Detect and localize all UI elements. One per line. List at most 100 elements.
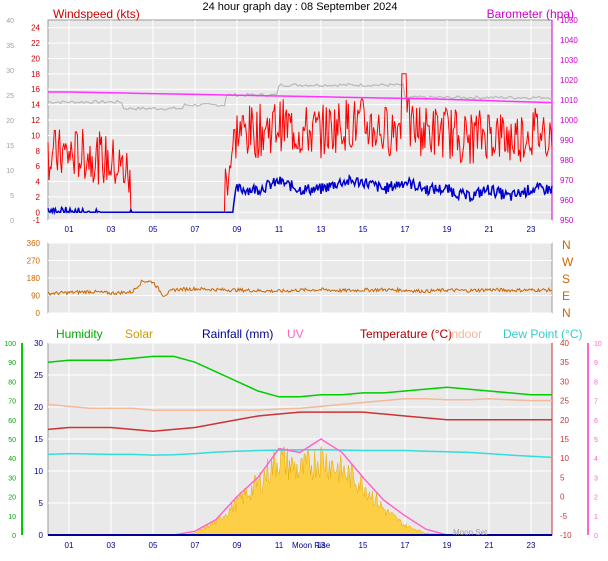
temp-legend: Humidity Solar Rainfall (mm) UV Temperat… <box>56 327 582 341</box>
barometer-tick-label: 1010 <box>560 96 578 105</box>
barometer-tick-label: 950 <box>560 216 574 225</box>
rainfall-tick-label: 30 <box>34 339 43 348</box>
windspeed-tick-label: 6 <box>36 162 41 171</box>
temperature-tick-label: 5 <box>560 473 565 482</box>
legend-humidity: Humidity <box>56 327 103 341</box>
temperature-tick-label: 15 <box>560 435 569 444</box>
far-left-tick-label: 10 <box>6 168 14 175</box>
windspeed-tick-label: 22 <box>31 39 40 48</box>
barometer-axis: 950 960 970 980 990 1000 1010 1020 1030 1040 1050 <box>551 16 578 225</box>
x-tick-label: 07 <box>191 225 200 234</box>
uv-tick-label: 7 <box>594 399 598 406</box>
compass-n-bottom: N <box>562 306 571 320</box>
humidity-tick-label: 80 <box>8 379 16 386</box>
direction-tick-label: 360 <box>27 239 41 248</box>
windspeed-tick-label: 18 <box>31 70 40 79</box>
indoor-line <box>47 397 552 411</box>
windspeed-axis-label: Windspeed (kts) <box>53 7 140 21</box>
compass-labels: N W S E N <box>562 238 574 320</box>
uv-tick-label: 1 <box>594 514 598 521</box>
temp-series <box>47 355 553 536</box>
uv-tick-label: 10 <box>594 341 602 348</box>
barometer-tick-label: 980 <box>560 156 574 165</box>
windspeed-tick-label: 0 <box>36 208 41 217</box>
far-left-tick-label: 5 <box>10 193 14 200</box>
humidity-line <box>47 355 552 398</box>
rainfall-tick-label: 20 <box>34 403 43 412</box>
barometer-tick-label: 1000 <box>560 116 578 125</box>
windspeed-tick-label: 2 <box>36 193 41 202</box>
x-tick-label: 17 <box>401 225 410 234</box>
wind-direction-line <box>47 279 553 298</box>
barometer-axis-label: Barometer (hpa) <box>487 7 574 21</box>
rainfall-tick-label: 15 <box>34 435 43 444</box>
humidity-tick-label: 10 <box>8 514 16 521</box>
x-tick-label: 15 <box>359 541 368 550</box>
windspeed-tick-label: 20 <box>31 54 40 63</box>
x-tick-label: 13 <box>317 541 326 550</box>
legend-indoor: Indoor <box>448 327 482 341</box>
barometer-line <box>48 91 553 104</box>
x-tick-label: 17 <box>401 541 410 550</box>
far-left-tick-label: 20 <box>6 118 14 125</box>
x-tick-label: 09 <box>233 225 242 234</box>
x-tick-label: 19 <box>443 225 452 234</box>
direction-tick-label: 180 <box>27 274 41 283</box>
x-tick-label: 11 <box>275 541 284 550</box>
legend-temperature: Temperature (°C) <box>360 327 452 341</box>
x-tick-label: 11 <box>275 225 284 234</box>
humidity-tick-label: 40 <box>8 456 16 463</box>
direction-series <box>47 279 553 298</box>
x-tick-label: 03 <box>107 225 116 234</box>
humidity-tick-label: 20 <box>8 495 16 502</box>
barometer-tick-label: 990 <box>560 136 574 145</box>
temperature-tick-label: 0 <box>560 493 565 502</box>
x-tick-label: 19 <box>443 541 452 550</box>
windspeed-tick-label: 10 <box>31 131 40 140</box>
temperature-tick-label: -10 <box>560 531 572 540</box>
compass-s: S <box>562 272 570 286</box>
windspeed-tick-label: 4 <box>36 178 41 187</box>
x-tick-label: 15 <box>359 225 368 234</box>
windspeed-tick-label: 14 <box>31 101 40 110</box>
legend-dewpoint: Dew Point (°C) <box>503 327 582 341</box>
compass-e: E <box>562 289 570 303</box>
x-tick-label: 05 <box>149 225 158 234</box>
humidity-tick-label: 0 <box>12 533 16 540</box>
far-left-tick-label: 15 <box>6 143 14 150</box>
windspeed-tick-label: 16 <box>31 85 40 94</box>
panel-wind-direction: 0 90 180 270 360 N W S E N <box>27 238 574 320</box>
moon-rise-label: Moon Rise <box>292 541 331 550</box>
barometer-tick-label: 1020 <box>560 76 578 85</box>
x-tick-label: 23 <box>527 225 536 234</box>
direction-tick-label: 270 <box>27 257 41 266</box>
barometer-tick-label: 960 <box>560 196 574 205</box>
far-left-tick-label: 30 <box>6 68 14 75</box>
x-tick-label: 13 <box>317 225 326 234</box>
temperature-tick-label: 20 <box>560 416 569 425</box>
direction-axis: 0 90 180 270 360 <box>27 239 41 318</box>
temperature-tick-label: 40 <box>560 339 569 348</box>
rainfall-tick-label: 0 <box>39 531 44 540</box>
windspeed-tick-label: -1 <box>33 216 41 225</box>
x-tick-label: 07 <box>191 541 200 550</box>
rainfall-tick-label: 10 <box>34 467 43 476</box>
temperature-line <box>47 411 552 433</box>
uv-tick-label: 0 <box>594 533 598 540</box>
temperature-axis: -10 -5 0 5 10 15 20 25 30 35 40 <box>551 339 572 540</box>
humidity-tick-label: 50 <box>8 437 16 444</box>
uv-tick-label: 3 <box>594 475 598 482</box>
humidity-tick-label: 30 <box>8 475 16 482</box>
x-tick-label: 01 <box>65 225 74 234</box>
x-tick-label: 09 <box>233 541 242 550</box>
wind-far-left-axis: 0 5 10 15 20 25 30 35 40 <box>6 18 14 225</box>
wind-average-line <box>47 173 553 216</box>
far-left-tick-label: 35 <box>6 43 14 50</box>
windspeed-tick-label: 12 <box>31 116 40 125</box>
uv-tick-label: 5 <box>594 437 598 444</box>
humidity-tick-label: 70 <box>8 399 16 406</box>
far-left-tick-label: 25 <box>6 93 14 100</box>
